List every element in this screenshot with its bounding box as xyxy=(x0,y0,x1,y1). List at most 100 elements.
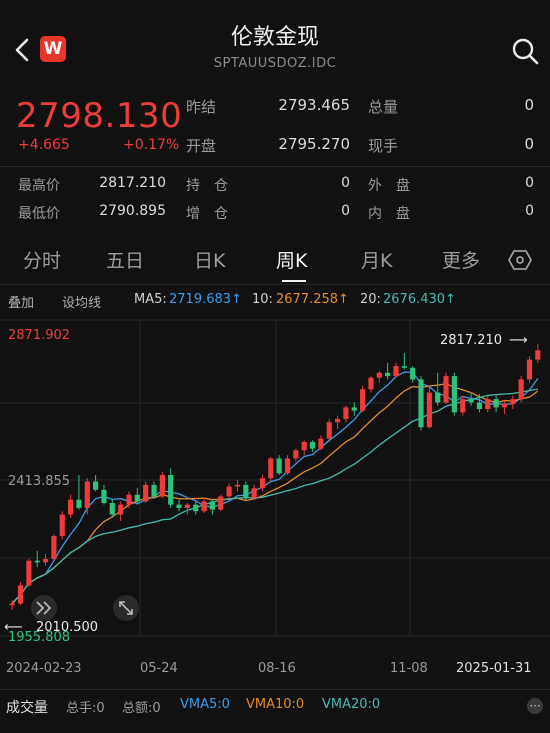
x-axis-labels: 2024-02-23 05-24 08-16 11-08 2025-01-31 xyxy=(6,661,532,676)
candle-body xyxy=(67,499,74,515)
candle-body xyxy=(293,450,299,459)
candle-body xyxy=(426,392,432,428)
candle-body xyxy=(84,481,90,508)
candle-body xyxy=(93,481,99,490)
open-label: 开盘 xyxy=(186,137,217,155)
y-min-label: 1955.808 xyxy=(8,630,70,645)
open-value: 2795.270 xyxy=(278,135,350,153)
total-amount: 总额:0 xyxy=(122,701,161,716)
min-annotation: 2010.500 xyxy=(36,620,98,635)
set-ma-button[interactable]: 设均线 xyxy=(62,296,102,311)
current-hand-label: 现手 xyxy=(368,137,399,155)
search-icon[interactable] xyxy=(510,36,540,66)
candle-body xyxy=(34,560,40,563)
kline-chart[interactable]: 2871.902 2413.855 1955.808 2817.210 ⟶ ⟵ … xyxy=(0,318,550,688)
hold-label: 持 仓 xyxy=(186,178,228,194)
candle-body xyxy=(493,399,499,408)
vma20: VMA20:0 xyxy=(322,697,381,712)
tab-intraday[interactable]: 分时 xyxy=(23,250,62,272)
candle-body xyxy=(510,399,516,405)
add-value: 0 xyxy=(341,203,350,219)
price-change: +4.665 xyxy=(18,137,70,153)
current-hand-value: 0 xyxy=(524,135,534,153)
x-tick-label: 2024-02-23 xyxy=(6,661,82,676)
app-logo-icon: W xyxy=(40,36,66,62)
tab-more[interactable]: 更多 xyxy=(442,250,481,272)
candle-body xyxy=(368,377,374,390)
prev-close-value: 2793.465 xyxy=(278,96,350,114)
settings-hexagon-icon[interactable] xyxy=(508,248,532,272)
vma5: VMA5:0 xyxy=(180,697,230,712)
total-volume-label: 总量 xyxy=(368,98,399,116)
candle-body xyxy=(451,376,457,413)
candle-body xyxy=(59,514,65,536)
candle-body xyxy=(385,372,391,377)
add-label: 增 仓 xyxy=(186,206,228,222)
active-tab-indicator xyxy=(282,280,306,282)
min-annotation-arrow: ⟵ xyxy=(4,620,23,635)
page-title: 伦敦金现 xyxy=(230,25,319,50)
max-annotation: 2817.210 xyxy=(440,333,502,348)
candle-body xyxy=(393,366,399,377)
candle-body xyxy=(276,458,282,474)
indicator-row: 叠加 设均线 MA5: 2719.683↑ 10: 2677.258↑ 20: … xyxy=(0,292,550,312)
candle-body xyxy=(184,504,190,508)
total-hands: 总手:0 xyxy=(66,701,105,716)
candle-body xyxy=(109,502,115,515)
candle-body xyxy=(334,418,341,423)
candle-body xyxy=(518,379,524,400)
tab-weekly-k[interactable]: 周K xyxy=(276,250,308,272)
candle-body xyxy=(226,486,232,497)
candle-body xyxy=(159,474,165,497)
x-tick-label: 2025-01-31 xyxy=(456,661,532,676)
symbol-code: SPTAUUSDOZ.IDC xyxy=(213,56,337,71)
candle-body xyxy=(501,404,508,408)
ma20-line xyxy=(11,388,538,604)
candle-body xyxy=(243,484,249,499)
candles xyxy=(9,344,541,610)
tab-five-day[interactable]: 五日 xyxy=(106,250,145,272)
ma5-line xyxy=(11,371,539,604)
price-change-pct: +0.17% xyxy=(123,137,180,153)
candle-body xyxy=(284,458,291,474)
low-label: 最低价 xyxy=(18,206,60,222)
candle-body xyxy=(168,474,174,505)
candle-body xyxy=(376,372,382,378)
candle-body xyxy=(9,603,15,606)
candle-body xyxy=(251,488,257,499)
candle-body xyxy=(460,399,466,413)
back-arrow-icon[interactable] xyxy=(10,36,36,64)
candle-body xyxy=(485,399,491,410)
candle-body xyxy=(218,496,224,510)
candle-body xyxy=(42,559,49,563)
candle-body xyxy=(301,442,307,451)
candle-body xyxy=(435,392,441,403)
overlay-button[interactable]: 叠加 xyxy=(8,296,35,311)
candle-body xyxy=(468,399,474,403)
candle-body xyxy=(526,359,533,380)
ma10-value: 2677.258↑ xyxy=(276,292,349,307)
collapse-button[interactable] xyxy=(31,595,57,621)
divider xyxy=(0,284,550,285)
high-value: 2817.210 xyxy=(99,175,166,191)
fullscreen-icon[interactable] xyxy=(113,595,139,621)
vma10: VMA10:0 xyxy=(246,697,305,712)
more-options-icon[interactable]: ⋯ xyxy=(527,698,543,714)
ma20-label: 20: xyxy=(360,292,381,307)
divider xyxy=(0,166,550,167)
tab-daily-k[interactable]: 日K xyxy=(194,250,226,272)
candle-body xyxy=(234,484,241,487)
candle-body xyxy=(201,501,207,512)
total-volume-value: 0 xyxy=(524,96,534,114)
candle-body xyxy=(351,407,357,411)
max-annotation-arrow: ⟶ xyxy=(509,333,528,348)
candle-body xyxy=(360,389,366,411)
x-tick-label: 11-08 xyxy=(390,661,428,676)
candle-body xyxy=(259,478,266,489)
tab-monthly-k[interactable]: 月K xyxy=(361,250,393,272)
inner-value: 0 xyxy=(525,203,534,219)
candle-body xyxy=(76,499,82,508)
candle-body xyxy=(118,504,124,515)
candle-body xyxy=(476,402,483,410)
